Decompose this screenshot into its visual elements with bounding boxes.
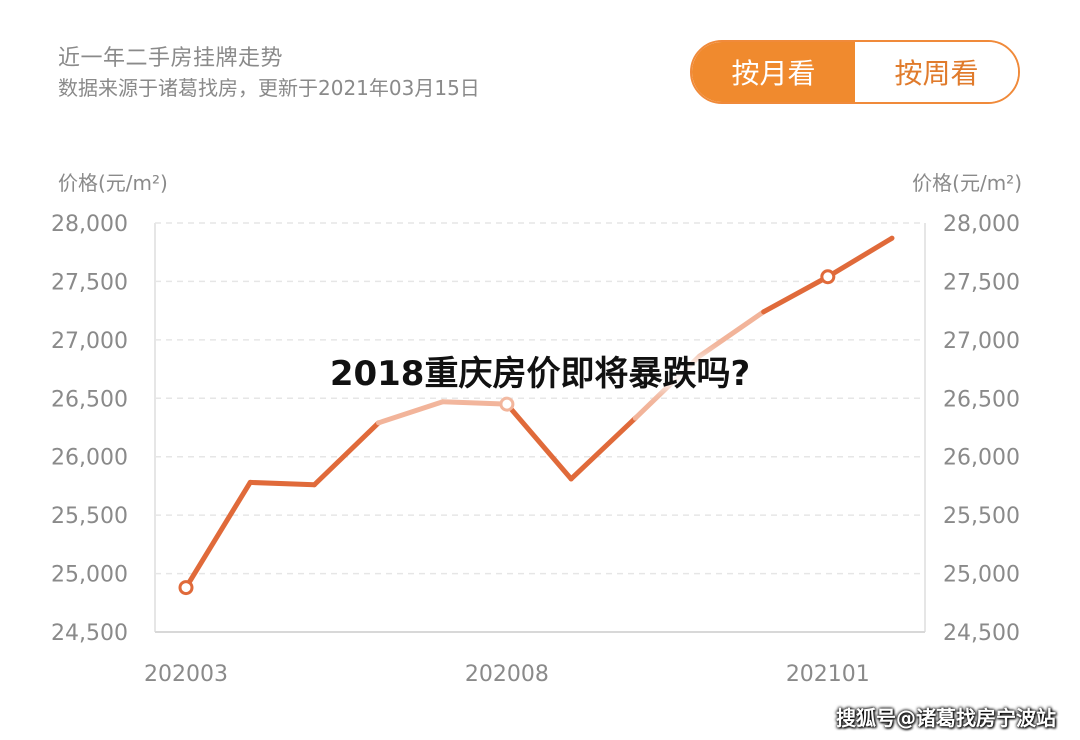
y-tick-label-left: 24,500 <box>51 621 128 646</box>
y-tick-label-left: 26,000 <box>51 446 128 471</box>
y-tick-label-right: 26,000 <box>943 446 1020 471</box>
data-point-marker <box>499 396 515 412</box>
period-toggle[interactable]: 按月看 按周看 <box>690 40 1020 104</box>
y-tick-label-right: 27,000 <box>943 329 1020 354</box>
series-segment <box>183 479 253 591</box>
y-tick-label-left: 27,500 <box>51 270 128 295</box>
y-tick-label-right: 28,000 <box>943 212 1020 237</box>
y-tick-label-left: 25,500 <box>51 504 128 529</box>
y-axis-label-right: 价格(元/m²) <box>912 171 1022 195</box>
series-segment <box>311 420 382 488</box>
y-tick-label-right: 25,500 <box>943 504 1020 529</box>
series-segment <box>696 309 767 359</box>
overlay-headline: 2018重庆房价即将暴跌吗? <box>329 354 751 394</box>
data-source-note: 数据来源于诸葛找房，更新于2021年03月15日 <box>58 76 480 100</box>
y-tick-label-left: 25,000 <box>51 563 128 588</box>
series-segment <box>825 235 895 280</box>
watermark: 搜狐号@诸葛找房宁波站 <box>836 706 1056 730</box>
x-tick-label: 202008 <box>465 662 549 687</box>
series-segment <box>761 274 831 315</box>
series-segment <box>504 401 574 482</box>
y-tick-label-right: 24,500 <box>943 621 1020 646</box>
y-tick-label-left: 28,000 <box>51 212 128 237</box>
series-segment <box>376 399 446 426</box>
series-segment <box>440 399 510 407</box>
y-tick-label-left: 27,000 <box>51 329 128 354</box>
y-tick-label-right: 26,500 <box>943 387 1020 412</box>
y-tick-label-left: 26,500 <box>51 387 128 412</box>
chart-title: 近一年二手房挂牌走势 <box>58 46 284 71</box>
series-segment <box>247 479 317 488</box>
data-point-marker <box>820 269 836 285</box>
series-segment <box>568 415 638 482</box>
data-point-marker <box>178 580 194 596</box>
x-tick-label: 202101 <box>786 662 870 687</box>
by-week-button[interactable]: 按周看 <box>855 42 1018 102</box>
y-tick-label-right: 25,000 <box>943 563 1020 588</box>
y-tick-label-right: 27,500 <box>943 270 1020 295</box>
x-tick-label: 202003 <box>144 662 228 687</box>
y-axis-label-left: 价格(元/m²) <box>58 171 168 195</box>
series-segment <box>632 353 702 421</box>
by-month-button[interactable]: 按月看 <box>692 42 855 102</box>
